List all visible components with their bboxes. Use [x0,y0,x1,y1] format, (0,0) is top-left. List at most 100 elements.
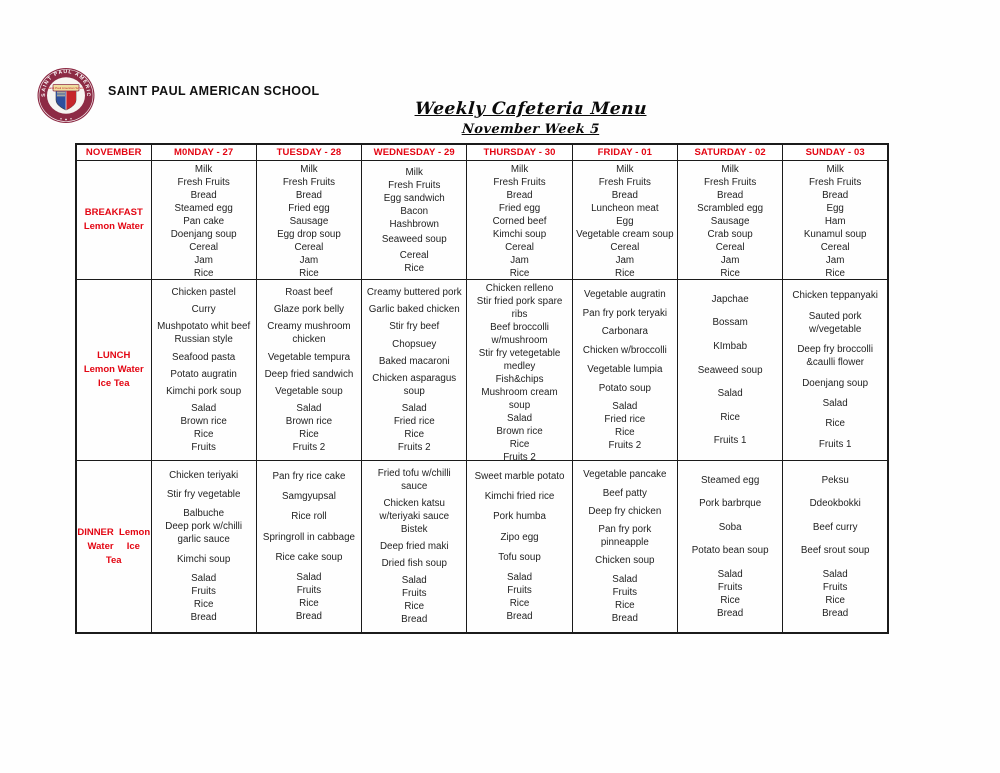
menu-item-group: Soba [719,521,742,534]
menu-item: Jam [615,255,635,266]
menu-item: Brown rice [180,415,227,427]
menu-item: Rice [825,594,845,606]
menu-cell: Milk Fresh Fruits Egg sandwich Bacon Hashbro… [361,160,468,280]
menu-item-group: Potato soup [599,382,651,395]
menu-cell-content: Japchae Bossam KImbab Seaweed soup Salad Rice… [678,280,782,460]
menu-cell: Chicken relleno Stir fried pork spare rib… [466,279,573,463]
menu-item: Fresh Fruits [598,177,651,188]
menu-item-group: Carbonara [602,325,648,338]
menu-item: Carbonara [601,326,648,338]
menu-cell-content: Vegetable pancake Beef patty Deep fry chic… [573,461,677,632]
menu-item: Potato augratin [170,368,237,380]
menu-item: Kunamul soup [803,229,867,240]
menu-item: Stir fry vegetable [166,489,241,501]
logo-banner-text: Saint Paul American School [47,86,84,90]
menu-item: Fresh Fruits [493,177,546,188]
meal-label-line: Tea [105,554,122,566]
menu-cell: Vegetable augratin Pan fry pork teryaki Ca… [571,279,678,461]
menu-item: Vegetable augratin [583,288,666,300]
menu-item: Fried egg [498,203,541,214]
menu-item: KImbab [713,340,748,352]
menu-item: Rice [615,268,635,279]
menu-cell: Peksu Ddeokbokki Beef curry Beef srout soup… [782,460,889,634]
menu-item: Chicken teppanyaki [792,290,878,302]
column-header: SUNDAY - 03 [782,143,889,161]
menu-item: Doenjang soup [170,229,237,240]
menu-item-group: Chicken teriyaki [169,469,238,482]
menu-item: Egg [826,203,844,214]
menu-item: Bread [190,190,217,201]
menu-item: Fresh Fruits [177,177,230,188]
menu-item-group: Cereal Jam Rice [716,241,745,280]
menu-item: Beef srout soup [800,545,870,556]
menu-item: Rice [509,597,530,609]
menu-item-group: Chicken relleno [486,282,554,295]
menu-item: Fresh Fruits [809,177,862,188]
menu-item: Salad [401,575,427,586]
meal-label-line: BREAKFAST [84,207,143,218]
menu-item: Fruits [822,581,848,593]
menu-cell-content: Chicken teriyaki Stir fry vegetable Balbuc… [152,461,256,632]
menu-item-group: Potato augratin [170,368,236,381]
menu-row: DINNER Lemon Water Ice Tea Chicken teriyaki… [75,460,889,634]
menu-item-group: Creamy mushroom chicken [260,320,358,346]
menu-item: Rice [193,598,214,610]
menu-item: Jam [510,255,529,266]
menu-item: Egg [616,216,634,227]
menu-item: Bacon [400,205,429,217]
school-seal-icon: SAINT PAUL AMERICAN SCHOOL Saint Paul Am… [33,63,95,123]
menu-cell-content: Chicken pastel Curry Mushpotato whit beef … [152,280,256,460]
menu-item: Jam [720,255,740,266]
menu-item-group: Kunamul soup [804,228,867,241]
menu-item-group: Salad Fruits Rice Bread [612,573,638,625]
menu-item: Samgyupsal [281,491,336,503]
menu-item-group: Cereal Jam Rice [295,241,324,280]
menu-item: Cereal [820,242,850,253]
menu-item-group: Rice roll [291,510,326,523]
menu-item: Rice [404,428,425,440]
menu-item-group: Deep fried sandwich [265,368,354,381]
menu-item-group: Crab soup [708,228,753,241]
menu-item: Rice [299,268,319,279]
menu-item-group: Steamed egg [701,474,759,487]
menu-item-group: Mushroom cream soup [470,386,568,412]
menu-item-group: Bossam [712,316,747,329]
menu-item-group: Egg drop soup [277,228,341,241]
menu-item: Bread [401,614,428,625]
menu-item-group: KImbab [713,340,747,353]
meal-label-line: Lemon Water [83,221,144,232]
menu-cell-content: Sweet marble potato Kimchi fried rice Pork… [467,461,571,632]
menu-item-group: Seaweed soup [382,233,447,246]
menu-item-group: Mushpotato whit beef Russian style [155,320,253,346]
menu-cell-content: Milk Fresh Fruits Bread Scrambled egg Sausag… [678,161,782,279]
menu-item-group: Pan fry pork pinneapple [576,523,674,549]
menu-item: Chicken pastel [171,287,236,299]
menu-item-group: Kimchi soup [493,228,546,241]
menu-item-group: Milk Fresh Fruits Bread Fried egg Corned bee… [493,163,547,228]
menu-item-group: Stir fried pork spare ribs [470,295,568,321]
menu-item-group: Cereal Rice [400,249,429,275]
menu-cell-content: Milk Fresh Fruits Bread Fried egg Sausage Egg… [257,161,361,279]
menu-item: Rice [509,439,530,450]
menu-item: Fruits 1 [818,438,852,450]
menu-item: Rice [299,597,319,609]
menu-item: Stir fry beef [389,321,440,333]
menu-item: Vegetable lumpia [587,363,663,375]
menu-item: Fried tofu w/chilli sauce [377,468,451,492]
menu-item-group: Doenjang soup [171,228,237,241]
menu-item-group: Pan fry rice cake [272,470,345,483]
menu-cell: Steamed egg Pork barbrque Soba Potato bean … [676,460,784,634]
menu-item: Rice roll [291,511,327,523]
menu-item: Kimchi pork soup [166,385,242,397]
menu-item: Balbuche [183,508,225,520]
menu-item: Bread [295,610,323,622]
menu-item: Vegetable soup [275,385,343,397]
menu-item: Peksu [821,474,849,486]
menu-item: Vegetable tempura [267,351,351,363]
menu-cell: Milk Fresh Fruits Bread Scrambled egg Sausag… [676,160,784,280]
menu-item: Fruits [717,581,743,593]
menu-item: Jam [299,255,319,266]
menu-item: Fruits 2 [503,452,536,463]
menu-cell: Milk Fresh Fruits Bread Fried egg Corned bee… [466,160,573,280]
menu-item: Kimchi fried rice [484,491,555,503]
